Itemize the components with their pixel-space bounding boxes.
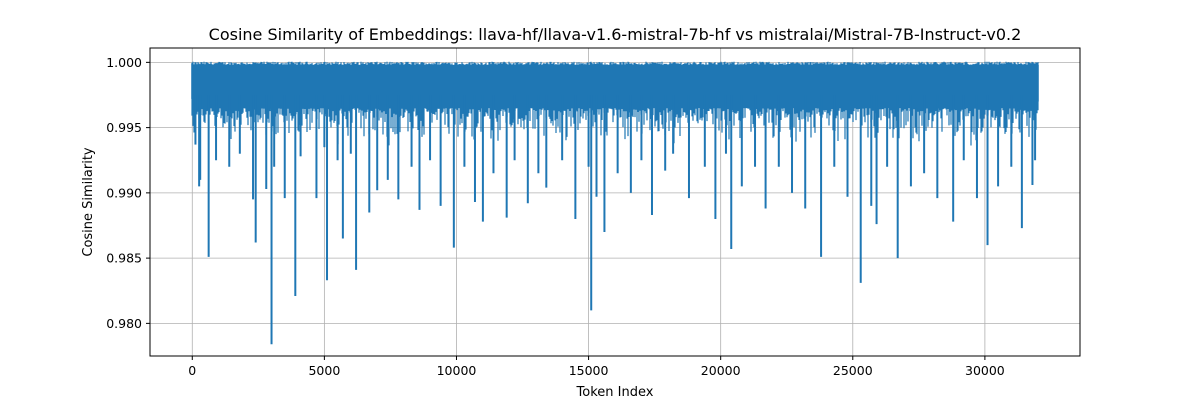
y-tick-label: 0.990: [106, 185, 142, 200]
x-tick-label: 0: [188, 363, 196, 378]
x-tick-label: 25000: [833, 363, 873, 378]
y-tick-label: 0.985: [106, 251, 142, 266]
x-axis-label: Token Index: [576, 385, 654, 400]
x-tick-label: 10000: [437, 363, 477, 378]
y-tick-label: 1.000: [106, 55, 142, 70]
x-tick-label: 20000: [701, 363, 741, 378]
axis-ticks: 0 5000 10000 15000 20000 25000 30000 0.980 0.985…: [106, 55, 1005, 378]
y-tick-label: 0.995: [106, 120, 142, 135]
x-tick-label: 5000: [308, 363, 340, 378]
chart-title: Cosine Similarity of Embeddings: llava-h…: [209, 25, 1022, 44]
series-layer: [191, 61, 1039, 345]
y-tick-label: 0.980: [106, 316, 142, 331]
x-tick-label: 30000: [965, 363, 1005, 378]
x-tick-label: 15000: [569, 363, 609, 378]
y-axis-label: Cosine Similarity: [81, 147, 96, 257]
plot-area-frame: [149, 47, 1081, 357]
